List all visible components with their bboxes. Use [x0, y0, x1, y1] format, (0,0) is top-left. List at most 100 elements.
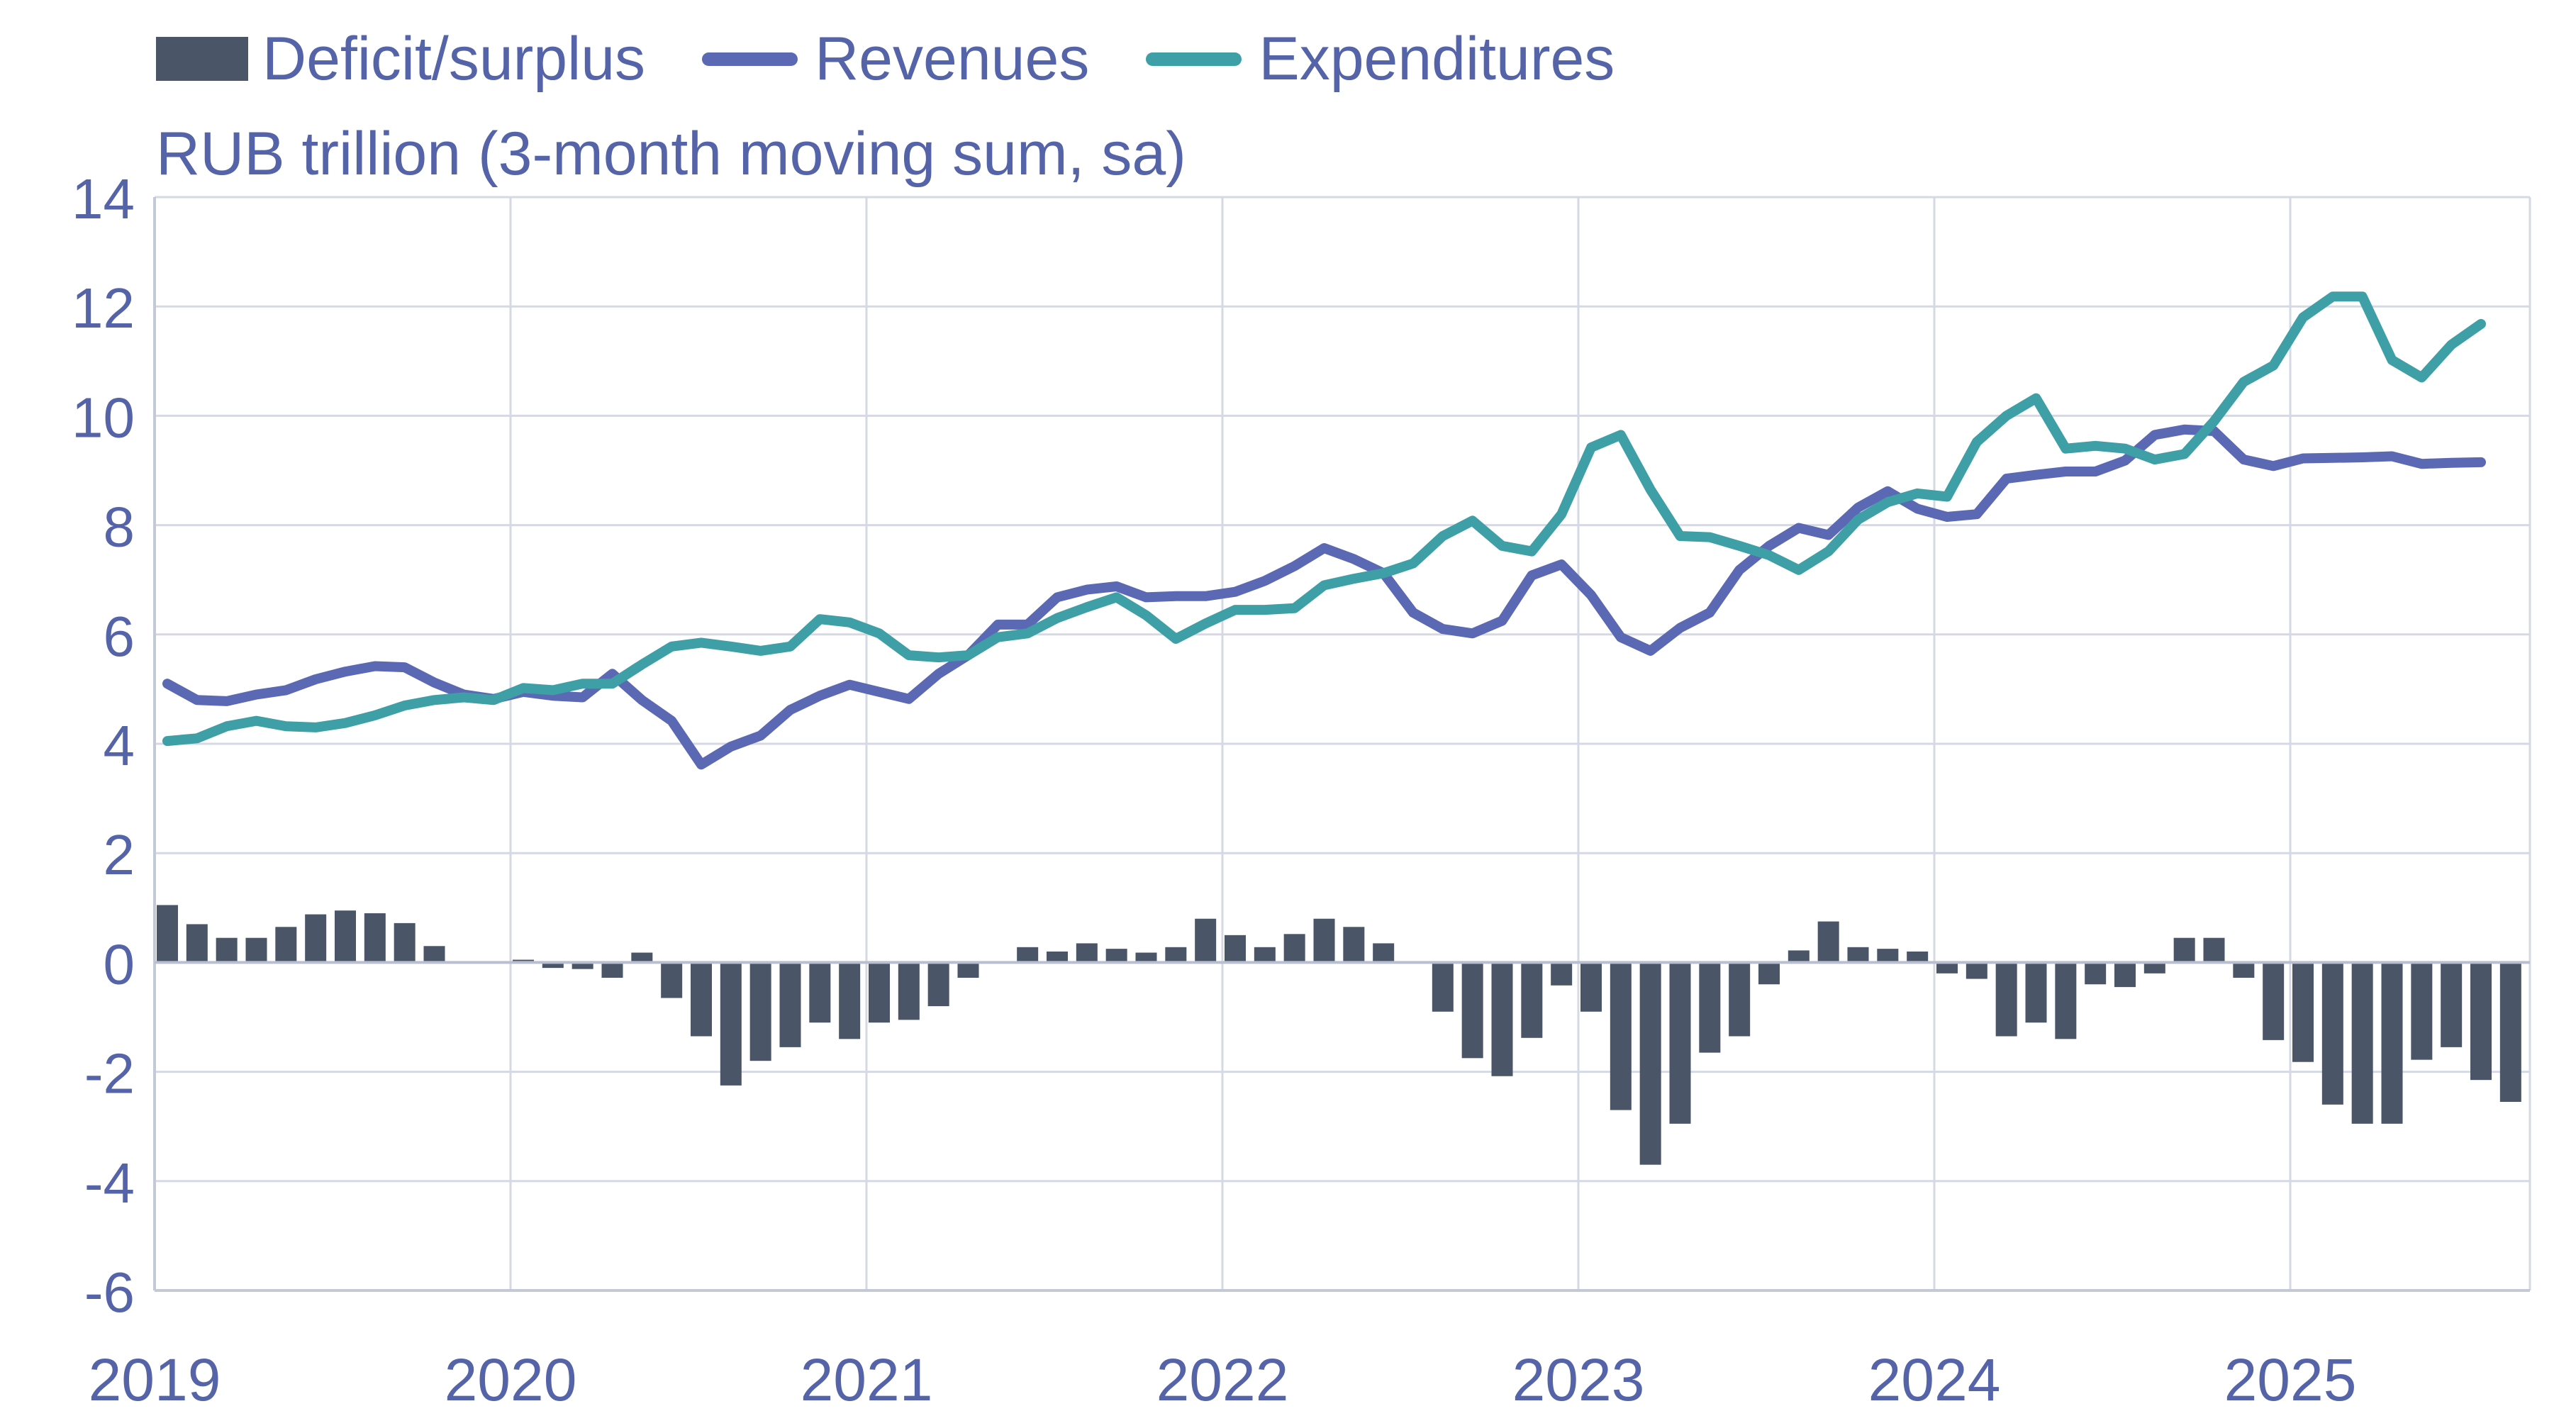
y-tick-label: -4 [84, 1151, 135, 1215]
y-tick-label: 0 [104, 932, 135, 995]
deficit-bar [1847, 947, 1869, 963]
deficit-bar [1788, 950, 1810, 963]
deficit-bar [809, 962, 831, 1023]
deficit-bar [275, 927, 297, 963]
y-tick-label: 6 [104, 605, 135, 668]
legend: Deficit/surplus Revenues Expenditures [156, 20, 1671, 98]
deficit-bar [423, 946, 445, 963]
deficit-bar [305, 914, 327, 963]
y-tick-label: 4 [104, 714, 135, 777]
y-tick-label: 8 [104, 496, 135, 559]
x-tick-label: 2023 [1512, 1346, 1645, 1411]
x-tick-label: 2024 [1868, 1346, 2001, 1411]
y-tick-label: -2 [84, 1042, 135, 1105]
legend-item-expenditures: Expenditures [1146, 24, 1615, 94]
axes [153, 197, 2530, 1292]
deficit-bar [779, 962, 801, 1047]
deficit-bar [2411, 962, 2433, 1060]
deficit-bar [2025, 962, 2047, 1023]
deficit-bar [1699, 962, 1721, 1053]
deficit-bar [839, 962, 861, 1039]
deficit-bar [749, 962, 771, 1061]
deficit-bar [394, 922, 416, 963]
deficit-bar [1373, 943, 1395, 963]
deficit-bar [2351, 962, 2373, 1124]
x-tick-label: 2020 [445, 1346, 577, 1411]
y-tick-label: 2 [104, 823, 135, 886]
deficit-bar [1580, 962, 1602, 1012]
deficit-bar [2499, 962, 2521, 1103]
deficit-bar [542, 962, 564, 969]
deficit-bar [1551, 962, 1573, 986]
expenditures-line [162, 291, 2486, 747]
deficit-bar [335, 910, 356, 963]
deficit-bar [1313, 918, 1335, 963]
deficit-bar [2143, 962, 2165, 974]
deficit-bar [1966, 962, 1987, 979]
x-tick-label: 2025 [2224, 1346, 2357, 1411]
deficit-bar [1669, 962, 1691, 1124]
deficit-bar [1195, 918, 1217, 963]
deficit-bar [1076, 943, 1098, 963]
deficit-bar [1907, 951, 1929, 963]
deficit-bar [720, 962, 742, 1086]
x-tick-label: 2021 [801, 1346, 933, 1411]
deficit-bar [1432, 962, 1454, 1012]
deficit-bar [898, 962, 920, 1020]
legend-item-revenues: Revenues [702, 24, 1089, 94]
deficit-bar [1817, 921, 1839, 963]
y-tick-label: -6 [84, 1261, 135, 1324]
y-axis-tick-labels: 14 12 10 8 6 4 2 0 -2 -4 -6 [72, 167, 135, 1324]
deficit-bar [1877, 949, 1899, 963]
gridlines [155, 196, 2531, 1292]
deficit-bar [216, 937, 238, 963]
deficit-bar [1639, 962, 1661, 1165]
x-tick-label: 2019 [89, 1346, 221, 1411]
deficit-bar [2173, 937, 2195, 963]
deficit-bar [661, 962, 683, 998]
deficit-bar [1135, 952, 1157, 963]
deficit-bar [2055, 962, 2077, 1039]
legend-swatch-revenues [702, 52, 798, 66]
deficit-bar [927, 962, 949, 1007]
legend-swatch-expenditures [1146, 52, 1242, 66]
deficit-bar [601, 962, 623, 978]
series-lines [162, 291, 2486, 770]
deficit-bar [1165, 947, 1187, 963]
deficit-bar [364, 913, 386, 963]
deficit-bar [2114, 962, 2136, 988]
deficit-bar [157, 905, 178, 963]
deficit-bar [1758, 962, 1780, 985]
deficit-bar [2203, 937, 2225, 963]
deficit-bar [631, 952, 653, 963]
deficit-bar [571, 962, 593, 969]
deficit-bar [2470, 962, 2492, 1081]
deficit-bar [1343, 927, 1365, 963]
y-tick-label: 12 [72, 277, 135, 340]
deficit-bar [1461, 962, 1483, 1059]
deficit-bar [2263, 962, 2285, 1040]
deficit-bar [2233, 962, 2255, 978]
deficit-bar [1017, 947, 1039, 963]
legend-label-deficit: Deficit/surplus [262, 24, 646, 93]
x-tick-label: 2022 [1156, 1346, 1289, 1411]
legend-label-expenditures: Expenditures [1259, 24, 1615, 93]
x-axis-tick-labels: 2019 2020 2021 2022 2023 2024 2025 [89, 1346, 2357, 1411]
deficit-bar [2292, 962, 2314, 1062]
deficit-bar [1047, 951, 1068, 963]
deficit-bar [1610, 962, 1632, 1110]
deficit-bar [1225, 935, 1246, 963]
deficit-bar [1995, 962, 2017, 1037]
legend-item-deficit: Deficit/surplus [156, 24, 645, 94]
deficit-bar [957, 962, 979, 978]
deficit-bar [186, 924, 208, 963]
deficit-bar [1729, 962, 1751, 1037]
units-label: RUB trillion (3-month moving sum, sa) [156, 120, 1186, 188]
deficit-bar [1521, 962, 1543, 1038]
y-tick-label: 10 [72, 386, 135, 449]
deficit-bar [2085, 962, 2107, 985]
deficit-bars [157, 905, 2521, 1165]
deficit-bar [2441, 962, 2463, 1047]
deficit-bar [2321, 962, 2343, 1105]
legend-label-revenues: Revenues [815, 24, 1090, 93]
